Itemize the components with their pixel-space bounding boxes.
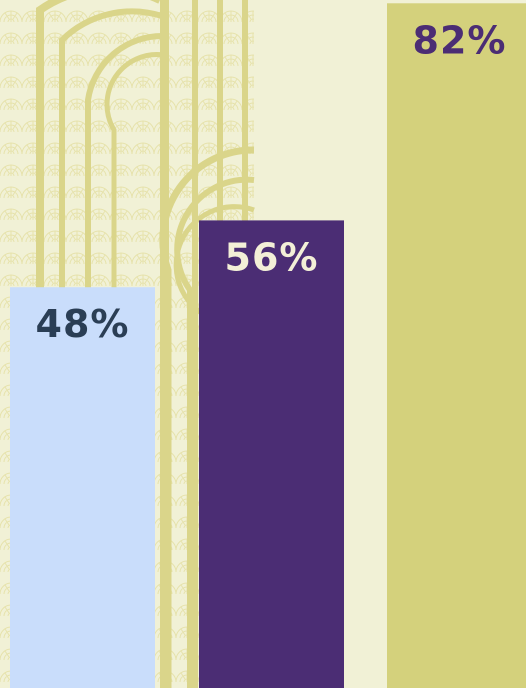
bar-3 (387, 3, 526, 688)
deco-arch (59, 8, 163, 688)
bar-value-label-3: 82% (413, 18, 507, 62)
deco-column (192, 0, 198, 688)
deco-arch (173, 204, 255, 688)
bar-value-label-1: 48% (36, 302, 130, 346)
deco-arch (104, 52, 165, 688)
bars-group (10, 3, 526, 688)
bar-value-label-2: 56% (225, 235, 319, 279)
bar-2 (199, 220, 344, 688)
deco-arch (85, 32, 164, 688)
deco-arch (36, 0, 160, 688)
value-labels-group: 48% 56% 82% (36, 18, 507, 346)
deco-arch (159, 146, 255, 688)
bar-1 (10, 287, 155, 688)
deco-arch (174, 176, 255, 688)
